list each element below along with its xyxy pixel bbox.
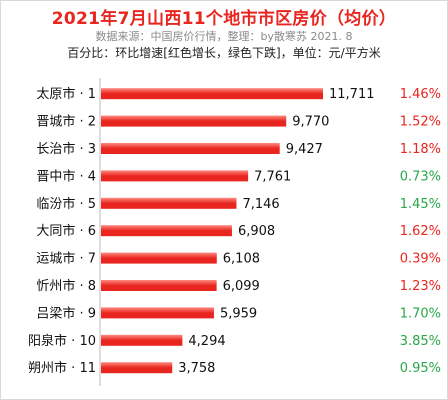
value-label: 11,711 (329, 87, 375, 102)
mom-change-label: 1.62% (400, 224, 441, 239)
bar (101, 197, 237, 209)
category-label: 阳泉市 · 10 (28, 333, 96, 349)
mom-change-label: 0.73% (400, 169, 441, 184)
value-label: 6,099 (223, 279, 260, 294)
value-label: 4,294 (188, 334, 225, 349)
unit-note: 百分比：环比增速[红色增长，绿色下跌]，单位：元/平方米 (67, 46, 381, 60)
category-label: 运城市 · 7 (36, 251, 96, 267)
bar (101, 307, 214, 319)
bar (101, 170, 249, 182)
bar (101, 252, 217, 264)
value-label: 5,959 (220, 306, 257, 321)
mom-change-label: 0.95% (400, 361, 441, 376)
bar (101, 334, 183, 346)
category-label: 长治市 · 3 (36, 141, 96, 157)
value-label: 9,427 (286, 142, 323, 157)
mom-change-label: 1.45% (400, 197, 441, 212)
chart-title: 2021年7月山西11个地市市区房价（均价） (51, 9, 397, 29)
value-label: 3,758 (178, 361, 215, 376)
category-label: 晋城市 · 2 (36, 114, 96, 130)
category-label: 太原市 · 1 (36, 86, 96, 102)
bar (101, 280, 217, 291)
value-label: 7,761 (254, 169, 291, 184)
category-label: 忻州市 · 8 (36, 278, 96, 294)
data-source-note: 数据来源：中国房价行情，整理：by散寒苏 2021. 8 (95, 30, 353, 43)
mom-change-label: 0.39% (400, 252, 441, 267)
bar (101, 88, 323, 100)
category-label: 大同市 · 6 (36, 223, 96, 239)
category-label: 吕梁市 · 9 (36, 305, 96, 321)
category-label: 晋中市 · 4 (36, 168, 96, 184)
value-label: 6,108 (223, 252, 260, 267)
mom-change-label: 1.23% (400, 279, 441, 294)
mom-change-label: 1.18% (400, 142, 441, 157)
bar (101, 143, 280, 154)
value-label: 6,908 (238, 224, 275, 239)
bar (101, 115, 287, 127)
value-label: 9,770 (292, 115, 329, 130)
category-label: 朔州市 · 11 (28, 360, 96, 376)
bar (101, 225, 232, 237)
value-label: 7,146 (242, 197, 279, 212)
category-label: 临汾市 · 5 (36, 196, 96, 212)
bar (101, 362, 173, 374)
bars-group: 太原市 · 1 11,711 1.46% 晋城市 · 2 9,770 1.52% 长治市 ·… (28, 86, 441, 376)
mom-change-label: 3.85% (400, 334, 441, 349)
mom-change-label: 1.52% (400, 115, 441, 130)
mom-change-label: 1.70% (400, 306, 441, 321)
mom-change-label: 1.46% (400, 87, 441, 102)
